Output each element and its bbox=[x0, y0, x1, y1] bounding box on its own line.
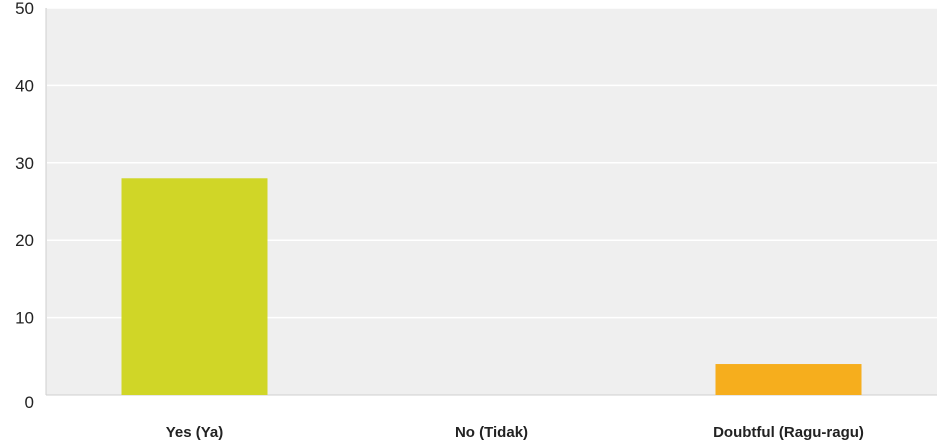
x-axis-category-labels: Yes (Ya) No (Tidak) Doubtful (Ragu-ragu) bbox=[166, 424, 864, 441]
y-tick-label: 30 bbox=[15, 154, 34, 173]
bar bbox=[715, 364, 862, 395]
y-tick-label: 0 bbox=[25, 393, 34, 412]
y-axis-tick-labels: 0 10 20 30 40 50 bbox=[15, 0, 34, 412]
x-category-label: No (Tidak) bbox=[455, 424, 528, 441]
y-tick-label: 50 bbox=[15, 0, 34, 18]
y-tick-label: 20 bbox=[15, 231, 34, 250]
x-category-label: Yes (Ya) bbox=[166, 424, 224, 441]
x-category-label: Doubtful (Ragu-ragu) bbox=[713, 424, 864, 441]
y-tick-label: 10 bbox=[15, 309, 34, 328]
bar bbox=[121, 178, 268, 395]
y-tick-label: 40 bbox=[15, 76, 34, 95]
bars bbox=[121, 178, 862, 395]
